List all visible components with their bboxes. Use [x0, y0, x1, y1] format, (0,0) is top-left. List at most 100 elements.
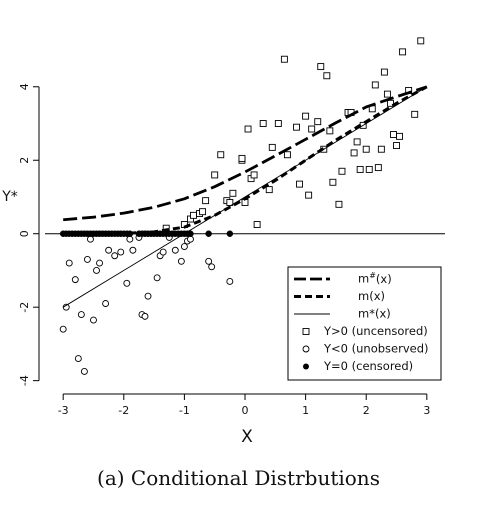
- point-uncensored: [283, 151, 291, 159]
- point-uncensored: [335, 200, 343, 208]
- point-uncensored: [226, 199, 234, 206]
- point-uncensored: [356, 165, 364, 173]
- point-unobserved: [171, 246, 179, 254]
- point-uncensored: [371, 81, 379, 89]
- chart-svg: -3 -2 -1 0 1 2 3 X -4 -2 0 2 4 Y* m#(x) m(x) m*(x) Y>0 (u…: [1, 37, 445, 447]
- y-tick-label: -2: [18, 302, 31, 313]
- legend-filled-circle-marker: [303, 363, 309, 370]
- legend-label: Y>0 (uncensored): [323, 324, 428, 338]
- point-unobserved: [208, 263, 216, 271]
- y-axis-label: Y*: [1, 189, 18, 205]
- point-uncensored: [268, 143, 276, 151]
- point-uncensored: [380, 68, 388, 76]
- point-unobserved: [71, 276, 79, 284]
- point-unobserved: [129, 246, 137, 254]
- point-uncensored: [350, 149, 358, 157]
- point-unobserved: [159, 248, 167, 256]
- point-unobserved: [80, 368, 88, 375]
- y-tick-label: 0: [18, 230, 31, 237]
- point-uncensored: [387, 99, 394, 107]
- point-unobserved: [102, 300, 110, 307]
- legend: m#(x) m(x) m*(x) Y>0 (uncensored) Y<0 (unobs…: [287, 266, 442, 381]
- point-uncensored: [317, 63, 325, 71]
- point-unobserved: [117, 248, 125, 256]
- point-uncensored: [305, 191, 313, 199]
- point-censored: [226, 230, 234, 237]
- point-uncensored: [280, 55, 288, 63]
- point-uncensored: [314, 118, 322, 126]
- point-unobserved: [96, 259, 103, 267]
- legend-label: m*(x): [358, 307, 391, 321]
- point-uncensored: [411, 110, 419, 118]
- x-tick-label: -3: [58, 404, 69, 417]
- point-uncensored: [417, 37, 425, 45]
- point-uncensored: [293, 123, 300, 131]
- point-uncensored: [199, 208, 207, 216]
- x-tick-label: -2: [118, 404, 129, 417]
- point-uncensored: [296, 180, 303, 188]
- point-uncensored: [338, 167, 346, 175]
- figure-caption: (a) Conditional Distrbutions: [97, 466, 380, 490]
- point-uncensored: [365, 165, 373, 173]
- point-uncensored: [265, 186, 273, 194]
- point-unobserved: [141, 312, 149, 320]
- point-uncensored: [383, 90, 391, 98]
- point-censored: [205, 230, 212, 237]
- legend-label: m(x): [358, 289, 385, 303]
- point-uncensored: [393, 142, 400, 150]
- point-unobserved: [90, 316, 97, 324]
- x-axis-label: X: [241, 427, 253, 447]
- point-unobserved: [187, 235, 194, 243]
- point-unobserved: [65, 259, 73, 267]
- point-uncensored: [353, 138, 361, 146]
- point-unobserved: [77, 311, 85, 318]
- x-tick-label: 0: [242, 404, 249, 417]
- point-unobserved: [180, 243, 188, 251]
- point-uncensored: [399, 48, 407, 56]
- point-uncensored: [308, 125, 316, 133]
- point-censored: [187, 230, 194, 237]
- point-uncensored: [229, 189, 237, 197]
- point-unobserved: [144, 292, 152, 300]
- point-uncensored: [326, 127, 334, 135]
- point-unobserved: [177, 257, 185, 265]
- point-uncensored: [253, 221, 261, 228]
- point-unobserved: [111, 252, 119, 260]
- point-unobserved: [83, 255, 91, 263]
- point-unobserved: [74, 355, 82, 363]
- point-uncensored: [244, 125, 252, 133]
- legend-open-circle-marker: [302, 345, 310, 353]
- series-line-long-dash: [63, 85, 428, 222]
- x-tick-label: 2: [363, 404, 370, 417]
- point-unobserved: [105, 246, 113, 254]
- point-unobserved: [93, 266, 100, 274]
- point-uncensored: [377, 145, 385, 153]
- point-uncensored: [329, 178, 337, 186]
- x-tick-label: 1: [302, 404, 309, 417]
- point-uncensored: [374, 164, 382, 172]
- point-unobserved: [226, 278, 234, 285]
- y-tick-label: 4: [18, 83, 31, 90]
- point-uncensored: [302, 112, 310, 120]
- point-unobserved: [59, 325, 67, 333]
- legend-square-marker: [302, 328, 310, 335]
- legend-label: Y<0 (unobserved): [323, 342, 429, 356]
- point-unobserved: [153, 274, 161, 282]
- x-tick-label: -1: [179, 404, 190, 417]
- point-uncensored: [190, 211, 197, 219]
- y-tick-label: 2: [18, 157, 31, 164]
- point-uncensored: [250, 171, 258, 179]
- legend-label: m#(x): [358, 271, 392, 286]
- point-uncensored: [323, 72, 331, 80]
- point-uncensored: [238, 154, 246, 162]
- point-uncensored: [217, 151, 225, 159]
- point-uncensored: [390, 131, 397, 138]
- point-uncensored: [259, 120, 267, 127]
- point-unobserved: [205, 257, 213, 265]
- point-unobserved: [126, 235, 134, 243]
- point-uncensored: [211, 171, 219, 179]
- point-unobserved: [87, 235, 94, 243]
- legend-label: Y=0 (censored): [323, 359, 413, 373]
- point-uncensored: [274, 120, 282, 127]
- legend-box: [287, 266, 442, 381]
